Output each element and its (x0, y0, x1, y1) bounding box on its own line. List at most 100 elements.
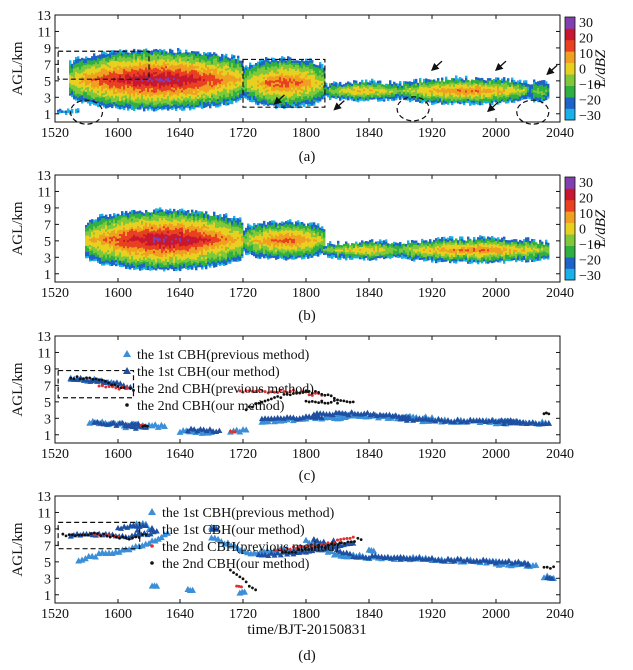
echo-cell (139, 262, 142, 265)
echo-cell (499, 94, 502, 97)
echo-cell (465, 94, 468, 97)
echo-cell (197, 67, 200, 71)
echo-cell (137, 105, 140, 108)
echo-cell (113, 246, 116, 249)
echo-cell (127, 106, 130, 109)
echo-cell (311, 101, 314, 104)
echo-cell (463, 102, 466, 106)
echo-cell (109, 261, 112, 264)
echo-cell (89, 101, 92, 104)
echo-cell (223, 86, 226, 89)
echo-cell (273, 66, 276, 69)
echo-cell (119, 262, 122, 265)
echo-cell (259, 74, 262, 77)
echo-cell (323, 75, 326, 79)
echo-cell (409, 97, 412, 101)
echo-cell (463, 98, 466, 102)
echo-cell (121, 96, 124, 99)
echo-cell (375, 88, 378, 92)
echo-cell (177, 60, 180, 63)
echo-cell (233, 55, 236, 58)
echo-cell (423, 91, 426, 94)
echo-cell (97, 92, 100, 95)
echo-cell (113, 99, 116, 103)
echo-cell (407, 93, 410, 97)
echo-cell (145, 87, 148, 91)
echo-cell (487, 86, 490, 89)
echo-cell (233, 69, 236, 73)
echo-cell (203, 52, 206, 55)
echo-cell (119, 76, 122, 79)
echo-cell (285, 62, 288, 65)
echo-cell (259, 66, 262, 69)
echo-cell (117, 224, 120, 227)
echo-cell (193, 63, 196, 67)
echo-cell (113, 64, 116, 68)
echo-cell (125, 68, 128, 71)
echo-cell (93, 236, 96, 239)
echo-cell (193, 102, 196, 106)
echo-cell (401, 89, 404, 93)
echo-cell (157, 80, 160, 84)
echo-cell (373, 80, 376, 83)
echo-cell (91, 241, 94, 245)
echo-cell (473, 98, 476, 102)
echo-cell (109, 246, 112, 250)
echo-cell (113, 81, 116, 84)
echo-cell (227, 92, 230, 95)
echo-cell (339, 81, 342, 85)
echo-cell (139, 98, 142, 102)
echo-cell (183, 101, 186, 105)
echo-cell (121, 262, 124, 266)
echo-cell (237, 94, 240, 98)
echo-cell (113, 256, 116, 259)
echo-cell (281, 62, 284, 65)
echo-cell (437, 90, 440, 93)
echo-cell (281, 78, 284, 82)
echo-cell (97, 223, 100, 226)
echo-cell (421, 84, 424, 87)
echo-cell (125, 217, 128, 220)
echo-cell (301, 82, 304, 85)
echo-cell (445, 91, 448, 94)
echo-cell (185, 55, 188, 59)
echo-cell (121, 100, 124, 103)
echo-cell (141, 214, 144, 217)
echo-cell (295, 84, 298, 88)
echo-cell (171, 99, 174, 102)
echo-cell (187, 68, 190, 72)
echo-cell (181, 71, 184, 74)
echo-cell (109, 51, 112, 54)
echo-cell (103, 244, 106, 248)
echo-cell (229, 87, 232, 90)
echo-cell (81, 101, 84, 104)
echo-cell (137, 250, 140, 253)
echo-cell (311, 99, 314, 102)
echo-cell (317, 96, 320, 99)
echo-cell (165, 51, 168, 54)
echo-cell (135, 256, 138, 260)
echo-cell (183, 104, 186, 107)
echo-cell (191, 106, 194, 110)
echo-cell (143, 86, 146, 89)
echo-cell (263, 62, 266, 65)
echo-cell (205, 69, 208, 73)
echo-cell (213, 97, 216, 100)
echo-cell (93, 75, 96, 79)
echo-cell (467, 94, 470, 97)
echo-cell (129, 52, 132, 56)
echo-cell (303, 75, 306, 79)
echo-cell (69, 64, 72, 67)
echo-cell (491, 92, 494, 95)
echo-cell (109, 65, 112, 68)
echo-cell (309, 60, 312, 63)
echo-cell (235, 65, 238, 68)
echo-cell (97, 248, 100, 251)
echo-cell (183, 97, 186, 101)
echo-cell (87, 92, 90, 96)
echo-cell (371, 80, 374, 84)
echo-cell (223, 67, 226, 71)
echo-cell (215, 65, 218, 69)
echo-cell (117, 67, 120, 70)
echo-cell (235, 93, 238, 97)
